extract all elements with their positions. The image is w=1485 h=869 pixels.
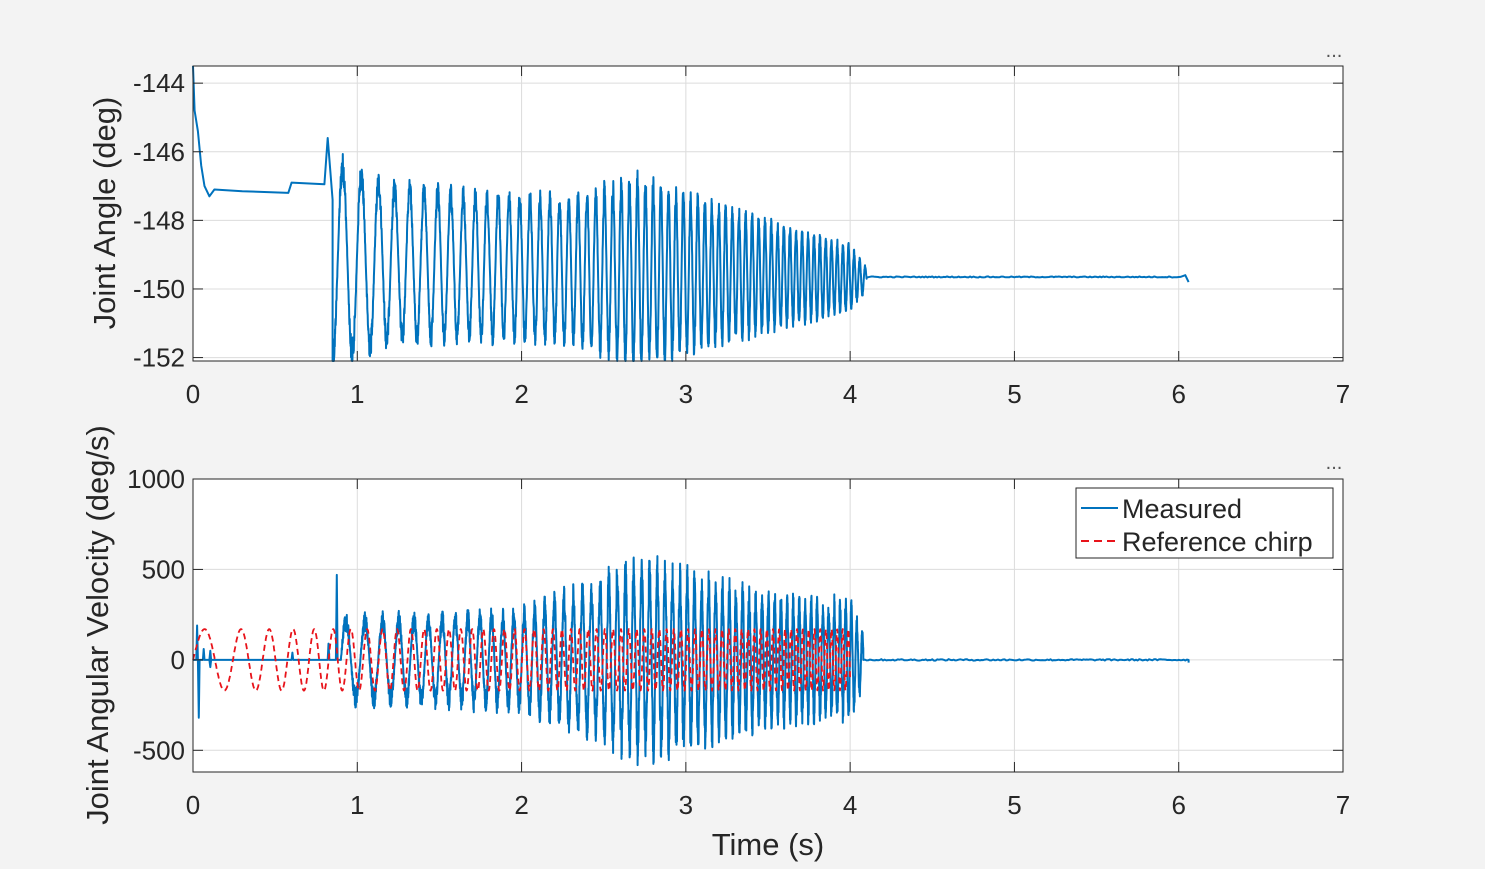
joint-angle-ylabel: Joint Angle (deg)	[87, 97, 122, 330]
legend-measured-label: Measured	[1122, 494, 1242, 524]
x-tick-label: 5	[1007, 790, 1021, 820]
x-tick-label: 1	[350, 379, 364, 409]
y-tick-label: -500	[133, 735, 185, 765]
angular-velocity-data	[192, 555, 1190, 767]
angular-velocity-toolbar-icon[interactable]: ...	[1326, 452, 1343, 474]
joint-angle-toolbar-icon[interactable]: ...	[1326, 40, 1343, 62]
legend[interactable]: Measured Reference chirp	[1075, 487, 1334, 559]
angular-velocity-axes-box	[192, 478, 1344, 773]
x-tick-label: 4	[843, 790, 857, 820]
x-tick-label: 2	[514, 379, 528, 409]
y-tick-label: 500	[142, 554, 185, 584]
y-tick-label: -152	[133, 343, 185, 373]
x-tick-label: 4	[843, 379, 857, 409]
angular-velocity-xlabel: Time (s)	[712, 827, 825, 862]
x-tick-label: 2	[514, 790, 528, 820]
reference-chirp-line	[192, 628, 851, 692]
joint-angle-ticks: 0 1 2 3 4 5 6 7 -152 -150 -148 -146 -144	[133, 66, 1350, 409]
joint-angle-line	[192, 65, 1190, 362]
y-tick-label: 0	[171, 645, 185, 675]
legend-reference-label: Reference chirp	[1122, 527, 1313, 557]
y-tick-label: -150	[133, 274, 185, 304]
y-tick-label: -146	[133, 137, 185, 167]
joint-angle-data	[192, 65, 1190, 362]
y-tick-label: -144	[133, 68, 185, 98]
y-tick-label: 1000	[127, 464, 185, 494]
x-tick-label: 7	[1336, 379, 1350, 409]
y-tick-label: -148	[133, 205, 185, 235]
joint-angle-axes[interactable]: 0 1 2 3 4 5 6 7 -152 -150 -148 -146 -144 Joint Angle…	[87, 40, 1350, 409]
measured-velocity-line	[193, 555, 1190, 767]
legend-box	[1075, 487, 1334, 559]
x-tick-label: 5	[1007, 379, 1021, 409]
x-tick-label: 3	[679, 790, 693, 820]
x-tick-label: 0	[186, 379, 200, 409]
joint-angle-axes-box	[192, 65, 1344, 362]
x-tick-label: 6	[1171, 790, 1185, 820]
x-tick-label: 7	[1336, 790, 1350, 820]
x-tick-label: 1	[350, 790, 364, 820]
x-tick-label: 0	[186, 790, 200, 820]
angular-velocity-ylabel: Joint Angular Velocity (deg/s)	[80, 425, 115, 825]
x-tick-label: 6	[1171, 379, 1185, 409]
x-tick-label: 3	[679, 379, 693, 409]
